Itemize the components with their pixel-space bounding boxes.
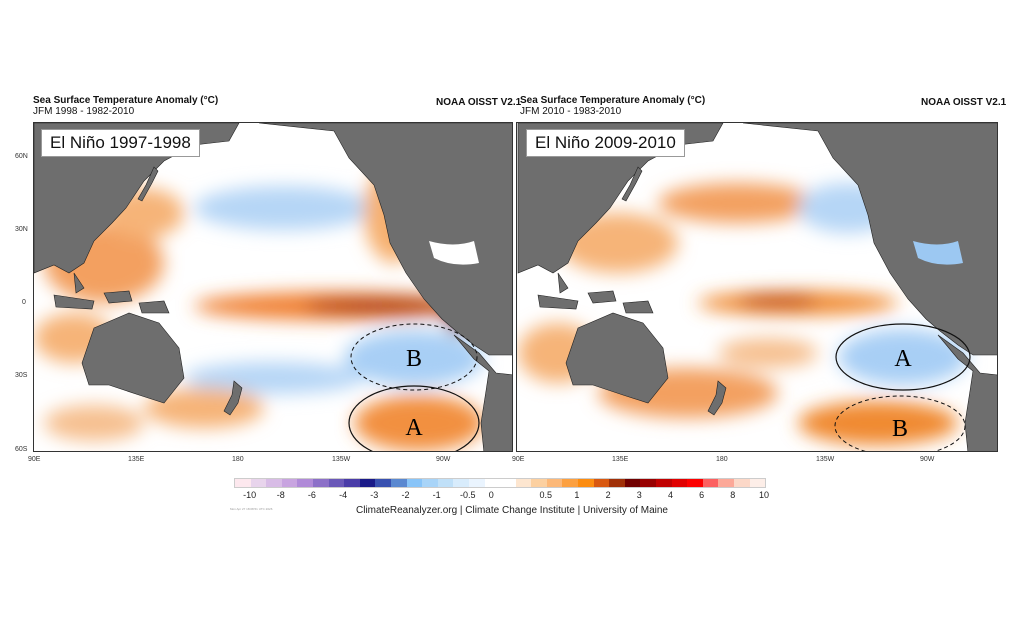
data-source: NOAA OISST V2.1	[436, 97, 522, 108]
colorbar-swatch	[312, 479, 329, 487]
colorbar-tick: 3	[636, 490, 642, 500]
colorbar-tick: 10	[758, 490, 770, 500]
colorbar-swatch	[749, 479, 766, 487]
colorbar-swatch	[515, 479, 532, 487]
lon-label: 90W	[436, 456, 451, 463]
colorbar-swatch	[375, 479, 391, 487]
region-ellipses: B A	[348, 323, 480, 451]
panel-subtitle: JFM 1998 - 1982-2010	[33, 106, 135, 117]
colorbar-swatch	[687, 479, 703, 487]
event-label: El Niño 2009-2010	[526, 129, 685, 157]
panel-subtitle: JFM 2010 - 1983-2010	[520, 106, 622, 117]
colorbar-swatch	[531, 479, 547, 487]
lon-label: 90E	[512, 456, 525, 463]
lat-label: 30S	[15, 372, 28, 379]
colorbar-tick: 0.5	[539, 490, 553, 500]
colorbar-swatch	[390, 479, 407, 487]
colorbar-swatch	[671, 479, 688, 487]
colorbar-swatch	[437, 479, 454, 487]
colorbar-tick: 8	[730, 490, 736, 500]
colorbar-swatch	[484, 479, 501, 487]
gulf-of-mexico	[913, 241, 963, 265]
sst-map-2010: A B El Niño 2009-2010	[516, 122, 998, 452]
region-b-outline	[350, 323, 478, 391]
colorbar-tick: -0.5	[460, 490, 476, 500]
sst-map-1998: B A El Niño 1997-1998	[33, 122, 513, 452]
lat-label: 0	[22, 299, 26, 306]
lat-label: 60N	[15, 153, 28, 160]
colorbar-swatch	[578, 479, 594, 487]
lon-label: 135W	[332, 456, 351, 463]
timestamp: Mon Apr 27 18:08:51 UTC 2026	[230, 507, 273, 511]
colorbar-tick: -2	[401, 490, 410, 500]
panel-title: Sea Surface Temperature Anomaly (°C)	[520, 95, 706, 106]
colorbar-swatch	[640, 479, 657, 487]
colorbar-swatch	[656, 479, 672, 487]
region-a-label: A	[894, 346, 912, 372]
region-a-outline	[835, 323, 971, 391]
colorbar-tick: -4	[339, 490, 348, 500]
colorbar-swatch	[235, 479, 251, 487]
colorbar-tick: 1	[574, 490, 580, 500]
colorbar-swatch	[609, 479, 625, 487]
region-a-outline	[348, 385, 480, 451]
lat-label: 30N	[15, 226, 28, 233]
colorbar-tick: -10	[243, 490, 257, 500]
colorbar-swatch	[453, 479, 469, 487]
lon-label: 90W	[920, 456, 935, 463]
region-b-outline	[834, 395, 966, 451]
colorbar-tick: 0	[488, 490, 494, 500]
lon-label: 135W	[816, 456, 835, 463]
land	[517, 123, 997, 451]
region-ellipses: A B	[834, 323, 971, 451]
lon-label: 180	[716, 456, 728, 463]
colorbar-tick: 2	[605, 490, 611, 500]
region-b-label: B	[406, 346, 422, 372]
lon-label: 135E	[128, 456, 145, 463]
colorbar-tick: 4	[667, 490, 673, 500]
colorbar-swatch	[359, 479, 376, 487]
event-label: El Niño 1997-1998	[41, 129, 200, 157]
gulf-of-mexico	[429, 241, 479, 265]
colorbar-swatch	[500, 479, 516, 487]
region-a-label: A	[405, 415, 423, 441]
lon-label: 135E	[612, 456, 629, 463]
lon-label: 180	[232, 456, 244, 463]
colorbar-tick: -1	[432, 490, 441, 500]
panel-title: Sea Surface Temperature Anomaly (°C)	[33, 95, 219, 106]
data-source: NOAA OISST V2.1	[921, 97, 1007, 108]
colorbar-swatch	[718, 479, 734, 487]
colorbar-swatch	[734, 479, 750, 487]
colorbar-swatch	[406, 479, 423, 487]
lat-label: 60S	[15, 446, 28, 453]
colorbar-swatch	[562, 479, 579, 487]
lon-label: 90E	[28, 456, 41, 463]
colorbar-swatch	[328, 479, 345, 487]
colorbar-swatch	[624, 479, 641, 487]
colorbar-swatch	[344, 479, 360, 487]
colorbar-tick: -6	[307, 490, 316, 500]
colorbar-swatch	[702, 479, 719, 487]
colorbar-swatch	[297, 479, 313, 487]
region-b-label: B	[892, 416, 908, 442]
colorbar-tick: 6	[699, 490, 705, 500]
colorbar	[234, 478, 766, 488]
colorbar-swatch	[468, 479, 485, 487]
credit-line: ClimateReanalyzer.org | Climate Change I…	[356, 505, 668, 516]
colorbar-swatch	[250, 479, 267, 487]
colorbar-swatch	[593, 479, 610, 487]
colorbar-swatch	[546, 479, 563, 487]
colorbar-tick: -3	[370, 490, 379, 500]
colorbar-tick: -8	[276, 490, 285, 500]
colorbar-swatch	[281, 479, 298, 487]
land	[34, 123, 512, 451]
colorbar-swatch	[422, 479, 438, 487]
colorbar-swatch	[266, 479, 282, 487]
